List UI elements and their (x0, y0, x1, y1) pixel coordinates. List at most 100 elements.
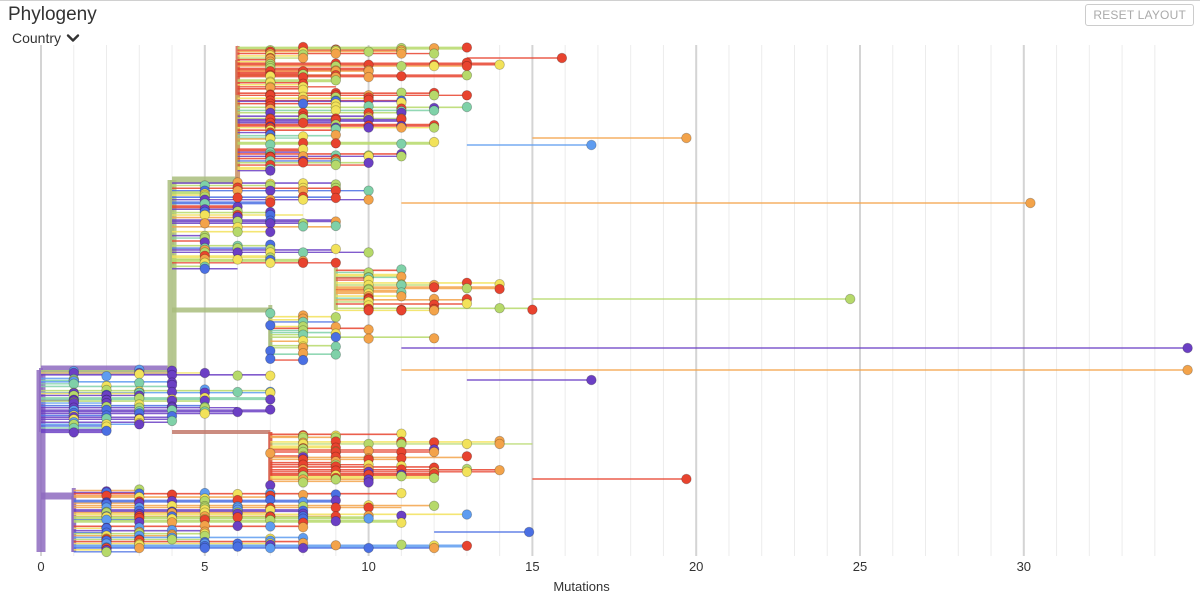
tree-tip[interactable] (363, 324, 374, 335)
tree-tip[interactable] (396, 70, 407, 82)
tree-tip[interactable] (363, 194, 374, 205)
tree-tip[interactable] (297, 477, 309, 488)
tree-tip[interactable] (265, 394, 276, 405)
tree-tip[interactable] (428, 48, 440, 59)
tree-tip[interactable] (681, 132, 692, 144)
tree-tip[interactable] (330, 540, 342, 551)
tree-tip[interactable] (232, 520, 243, 532)
tree-tip[interactable] (1182, 364, 1193, 376)
tree-tip[interactable] (330, 138, 342, 149)
tree-tip[interactable] (363, 46, 374, 57)
tree-tip[interactable] (68, 427, 80, 438)
tree-tip[interactable] (363, 71, 374, 83)
tree-tip[interactable] (428, 122, 440, 133)
tree-tip[interactable] (297, 221, 309, 232)
tree-tip[interactable] (199, 263, 211, 275)
tree-tip[interactable] (428, 500, 440, 512)
tree-tip[interactable] (199, 542, 211, 554)
tree-tip[interactable] (297, 354, 309, 366)
tree-tip[interactable] (461, 298, 473, 309)
tree-tip[interactable] (134, 419, 145, 430)
tree-tip[interactable] (297, 542, 309, 554)
tree-tip[interactable] (494, 303, 505, 314)
tree-tip[interactable] (265, 218, 276, 229)
tree-tip[interactable] (461, 70, 473, 81)
tree-tip[interactable] (1182, 342, 1193, 354)
tree-tip[interactable] (461, 509, 473, 520)
tree-tip[interactable] (265, 226, 276, 238)
tree-tip[interactable] (363, 122, 374, 133)
reset-layout-button[interactable]: RESET LAYOUT (1085, 4, 1194, 26)
tree-tips[interactable] (68, 41, 1193, 558)
tree-tip[interactable] (166, 534, 178, 545)
tree-tip[interactable] (428, 305, 440, 316)
tree-tip[interactable] (297, 98, 309, 109)
tree-tip[interactable] (461, 451, 473, 462)
tree-tip[interactable] (396, 60, 407, 72)
tree-tip[interactable] (297, 257, 309, 269)
tree-tip[interactable] (363, 513, 374, 524)
tree-tip[interactable] (461, 60, 473, 72)
tree-tip[interactable] (330, 516, 342, 527)
tree-tip[interactable] (232, 406, 243, 418)
tree-tip[interactable] (232, 541, 243, 552)
tree-tip[interactable] (363, 157, 374, 169)
tree-tip[interactable] (681, 473, 692, 485)
tree-tip[interactable] (101, 371, 112, 382)
tree-tip[interactable] (494, 438, 505, 450)
tree-tip[interactable] (363, 247, 374, 258)
tree-tip[interactable] (232, 192, 243, 203)
tree-tip[interactable] (363, 185, 374, 196)
tree-tip[interactable] (330, 257, 342, 269)
tree-tip[interactable] (265, 165, 276, 176)
tree-tip[interactable] (396, 122, 407, 133)
tree-tip[interactable] (396, 488, 407, 499)
tree-tip[interactable] (428, 60, 440, 72)
tree-tip[interactable] (330, 312, 342, 323)
tree-tip[interactable] (330, 349, 342, 360)
tree-tip[interactable] (297, 52, 309, 64)
tree-tip[interactable] (461, 540, 473, 552)
tree-tip[interactable] (461, 101, 473, 113)
tree-tip[interactable] (232, 254, 243, 265)
tree-tip[interactable] (265, 448, 276, 459)
tree-tip[interactable] (586, 374, 597, 386)
tree-tip[interactable] (297, 117, 309, 129)
tree-tip[interactable] (396, 48, 407, 59)
tree-tip[interactable] (556, 52, 568, 64)
tree-tip[interactable] (265, 320, 276, 331)
tree-tip[interactable] (494, 59, 505, 70)
tree-tip[interactable] (396, 151, 407, 162)
tree-tip[interactable] (297, 157, 309, 168)
tree-tip[interactable] (586, 139, 597, 151)
tree-tip[interactable] (523, 526, 535, 538)
tree-tip[interactable] (330, 192, 342, 204)
tree-tip[interactable] (428, 282, 440, 293)
tree-tip[interactable] (363, 542, 374, 554)
tree-tip[interactable] (232, 512, 243, 523)
tree-tip[interactable] (428, 542, 440, 554)
tree-tip[interactable] (461, 466, 473, 478)
tree-tip[interactable] (232, 386, 243, 398)
tree-tip[interactable] (232, 226, 243, 238)
tree-tip[interactable] (527, 304, 538, 315)
tree-tip[interactable] (330, 243, 342, 255)
tree-tip[interactable] (330, 220, 342, 232)
tree-tip[interactable] (134, 542, 145, 554)
tree-tip[interactable] (396, 138, 407, 150)
tree-tip[interactable] (265, 185, 276, 196)
tree-tip[interactable] (461, 90, 473, 101)
tree-tip[interactable] (396, 539, 407, 550)
tree-tip[interactable] (428, 105, 440, 116)
tree-tip[interactable] (199, 408, 211, 419)
tree-tip[interactable] (330, 75, 342, 86)
tree-tip[interactable] (428, 90, 440, 101)
tree-tip[interactable] (68, 378, 80, 390)
tree-tip[interactable] (265, 542, 276, 554)
tree-tip[interactable] (330, 502, 342, 513)
tree-tip[interactable] (396, 305, 407, 316)
tree-tip[interactable] (461, 42, 473, 53)
tree-tip[interactable] (428, 446, 440, 458)
tree-tip[interactable] (428, 333, 440, 344)
